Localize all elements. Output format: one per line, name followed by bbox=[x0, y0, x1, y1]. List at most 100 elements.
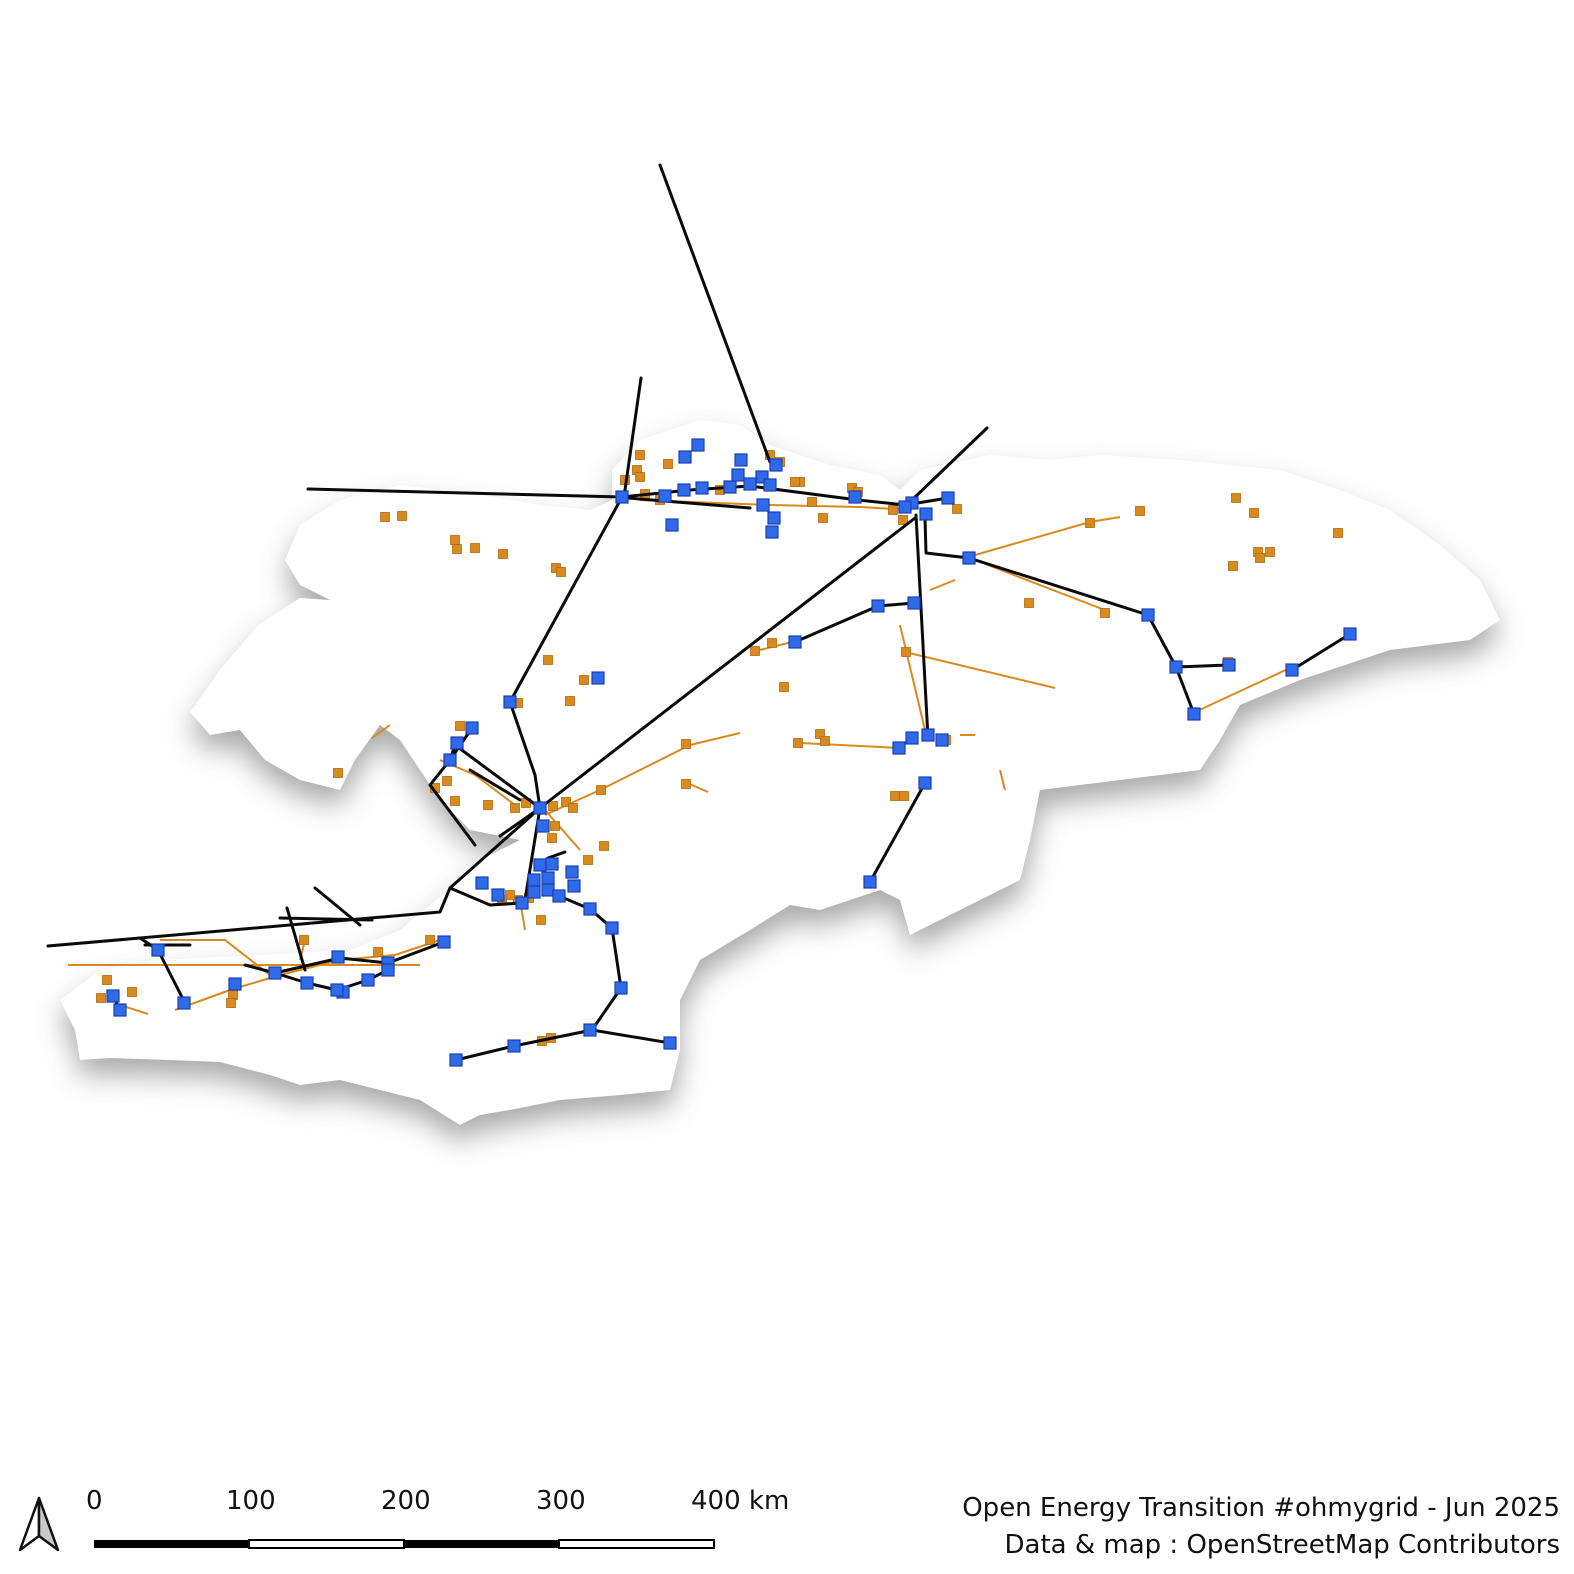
major-substation bbox=[962, 551, 976, 565]
minor-substation bbox=[561, 797, 571, 807]
major-substation bbox=[583, 1023, 597, 1037]
hv-line bbox=[626, 496, 752, 510]
minor-substation bbox=[226, 998, 236, 1008]
minor-substation bbox=[96, 993, 106, 1003]
minor-substation bbox=[793, 738, 803, 748]
major-substation bbox=[437, 935, 451, 949]
minor-substation bbox=[767, 638, 777, 648]
hv-line bbox=[622, 376, 643, 499]
major-substation bbox=[533, 801, 547, 815]
minor-substation bbox=[1231, 493, 1241, 503]
minor-substation bbox=[505, 890, 515, 900]
hv-line bbox=[923, 516, 1196, 716]
minor-substation bbox=[790, 477, 800, 487]
minor-substation bbox=[1265, 547, 1275, 557]
major-substation bbox=[1169, 660, 1183, 674]
major-substation bbox=[331, 950, 345, 964]
hv-line bbox=[454, 1028, 672, 1062]
major-substation bbox=[330, 983, 344, 997]
map-credits: Open Energy Transition #ohmygrid - Jun 2… bbox=[962, 1490, 1560, 1564]
minor-substation bbox=[483, 800, 493, 810]
mv-line bbox=[974, 559, 1111, 613]
major-substation bbox=[767, 511, 781, 525]
minor-substation bbox=[890, 791, 900, 801]
hv-line bbox=[46, 806, 542, 948]
major-substation bbox=[552, 889, 566, 903]
major-substation bbox=[565, 865, 579, 879]
minor-substation bbox=[952, 504, 962, 514]
minor-substation bbox=[681, 779, 691, 789]
hv-line bbox=[910, 426, 989, 502]
credits-source: Data & map : OpenStreetMap Contributors bbox=[1004, 1530, 1560, 1560]
major-substation bbox=[527, 873, 541, 887]
minor-substation bbox=[380, 512, 390, 522]
minor-substation bbox=[596, 785, 606, 795]
major-substation bbox=[665, 518, 679, 532]
major-substation bbox=[533, 858, 547, 872]
mv-line bbox=[929, 579, 956, 591]
minor-substation bbox=[1333, 528, 1343, 538]
major-substation bbox=[177, 996, 191, 1010]
minor-substation bbox=[820, 736, 830, 746]
major-substation bbox=[918, 776, 932, 790]
minor-substation bbox=[663, 459, 673, 469]
major-substation bbox=[503, 695, 517, 709]
major-substation bbox=[151, 943, 165, 957]
credits-title: Open Energy Transition #ohmygrid - Jun 2… bbox=[962, 1493, 1560, 1523]
major-substation bbox=[731, 468, 745, 482]
major-substation bbox=[863, 875, 877, 889]
minor-substation bbox=[470, 543, 480, 553]
minor-substation bbox=[779, 682, 789, 692]
major-substation bbox=[756, 498, 770, 512]
mv-line bbox=[371, 724, 391, 739]
mv-line bbox=[899, 624, 926, 731]
major-substation bbox=[1141, 608, 1155, 622]
major-substation bbox=[527, 885, 541, 899]
minor-substation bbox=[498, 549, 508, 559]
north-arrow-icon bbox=[18, 1496, 60, 1552]
major-substation bbox=[536, 819, 550, 833]
minor-substation bbox=[818, 513, 828, 523]
minor-substation bbox=[548, 801, 558, 811]
major-substation bbox=[1222, 658, 1236, 672]
major-substation bbox=[450, 736, 464, 750]
minor-substation bbox=[1100, 608, 1110, 618]
minor-substation bbox=[1135, 506, 1145, 516]
minor-substation bbox=[750, 646, 760, 656]
major-substation bbox=[1285, 663, 1299, 677]
high-voltage-lines bbox=[46, 163, 1352, 1062]
scale-label-0: 0 bbox=[86, 1486, 103, 1516]
minor-substation bbox=[583, 855, 593, 865]
major-substation bbox=[545, 857, 559, 871]
minor-substation bbox=[815, 729, 825, 739]
major-substation bbox=[106, 989, 120, 1003]
minor-substation bbox=[299, 935, 309, 945]
mv-line bbox=[160, 939, 271, 976]
major-substation bbox=[788, 635, 802, 649]
major-substation bbox=[541, 883, 555, 897]
scale-bar bbox=[94, 1539, 715, 1549]
minor-substation bbox=[681, 739, 691, 749]
hv-line bbox=[448, 886, 524, 907]
major-substation bbox=[678, 450, 692, 464]
major-substation bbox=[677, 483, 691, 497]
minor-substation bbox=[635, 450, 645, 460]
major-substation bbox=[898, 500, 912, 514]
major-substation bbox=[228, 977, 242, 991]
major-substation bbox=[763, 478, 777, 492]
minor-substation bbox=[901, 647, 911, 657]
minor-substation bbox=[102, 975, 112, 985]
major-substation bbox=[723, 480, 737, 494]
hv-line bbox=[914, 513, 930, 740]
major-substation bbox=[919, 507, 933, 521]
minor-substation bbox=[556, 567, 566, 577]
country-fill bbox=[60, 420, 1500, 1125]
hv-line bbox=[1174, 663, 1231, 669]
hv-line bbox=[1290, 632, 1352, 672]
major-substation bbox=[691, 438, 705, 452]
minor-substation bbox=[807, 497, 817, 507]
minor-substation bbox=[450, 535, 460, 545]
minor-substation bbox=[543, 655, 553, 665]
mv-line bbox=[799, 742, 901, 749]
